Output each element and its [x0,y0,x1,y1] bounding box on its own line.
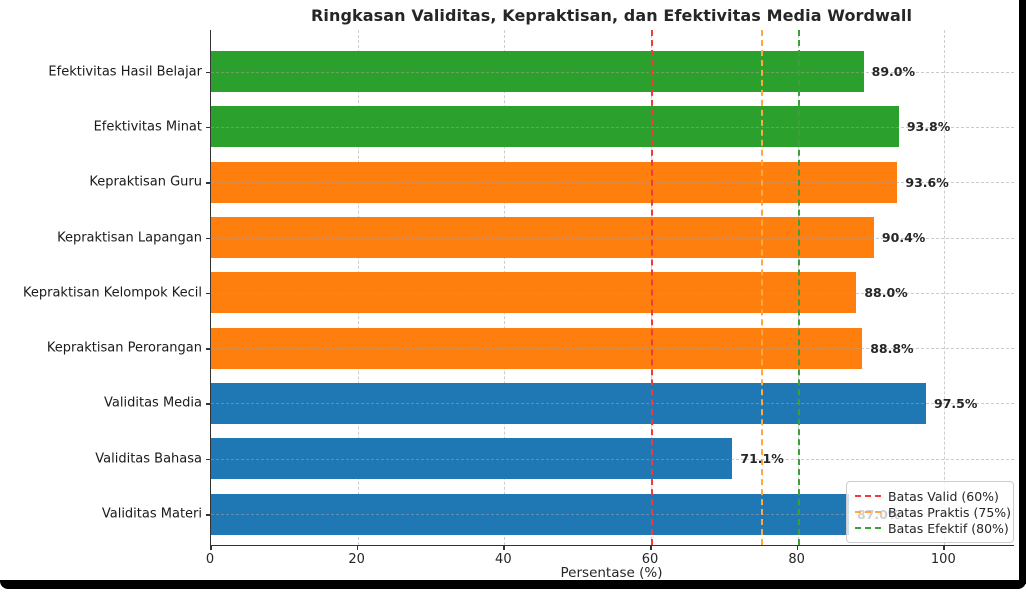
threshold-line [761,30,763,545]
vertical-gridline [944,30,946,545]
y-axis-tick [206,126,210,129]
threshold-line [797,30,800,545]
legend-line-sample [855,511,881,513]
bar-value-label: 89.0% [871,64,916,80]
bar-row: Validitas Materi87.0% [102,486,1014,541]
bar-row: Efektivitas Hasil Belajar 89.0% [48,44,1014,99]
bar-row: Kepraktisan Guru 93.6% [89,155,1014,210]
bar-value-label: 97.5% [934,395,978,411]
chart-title: Ringkasan Validitas, Kepraktisan, dan Ef… [310,6,913,25]
category-label: Efektivitas Minat [93,119,202,135]
category-label: Kepraktisan Guru [89,174,202,190]
y-axis-tick [206,292,210,295]
bar-row: Kepraktisan Lapangan 90.4% [57,210,1014,265]
category-label: Validitas Bahasa [95,451,202,467]
horizontal-gridline [211,126,1014,128]
horizontal-gridline [211,348,1014,350]
y-axis-tick [206,348,210,350]
bar-row: Validitas Media 97.5% [104,376,1014,431]
x-tick-label: 0 [205,552,215,567]
bar-value-label: 71.1% [740,451,784,467]
legend-line-sample [855,527,881,529]
window-frame-bottom [0,580,1026,589]
legend-item: Batas Efektif (80%) [855,520,1009,536]
plot-area: Efektivitas Hasil Belajar 89.0% Efektivita… [23,30,1014,546]
category-label: Validitas Media [104,395,202,411]
threshold-line [651,30,653,545]
bar-row: Efektivitas Minat 93.8% [94,99,1014,154]
x-tick-mark [503,546,505,550]
x-tick-mark [210,546,212,550]
bar-value-label: 90.4% [881,230,926,246]
horizontal-gridline [211,403,1014,405]
window-frame-right [1019,0,1026,584]
x-tick-mark [796,546,799,550]
horizontal-gridline [211,458,1014,460]
bar-row: Kepraktisan Kelompok Kecil 88.0% [23,265,1014,320]
bar-row: Kepraktisan Perorangan 88.8% [47,320,1014,375]
legend-label: Batas Valid (60%) [888,488,999,504]
x-tick-label: 20 [348,552,365,567]
x-tick-label: 40 [495,552,512,567]
x-axis: 0 20 40 60 80 100 [206,546,1013,576]
x-tick-label: 60 [641,552,659,567]
x-tick-mark [650,546,652,550]
x-axis-label: Persentase (%) [560,565,663,581]
bar-rows: Efektivitas Hasil Belajar 89.0% Efektivita… [23,44,1014,542]
x-tick-mark [943,546,945,550]
legend-line-sample [855,495,881,497]
horizontal-gridline [211,237,1014,239]
y-axis-tick [206,237,210,240]
bar-row: Validitas Bahasa 71.1% [95,431,1014,486]
legend-label: Batas Efektif (80%) [888,520,1009,536]
horizontal-gridline [211,514,1014,516]
legend-label: Batas Praktis (75%) [888,504,1012,520]
bar-value-label: 88.8% [870,340,914,356]
bar-value-label: 93.8% [906,119,951,135]
legend-item: Batas Valid (60%) [855,488,1004,504]
legend-item: Batas Praktis (75%) [855,504,1011,520]
category-label: Validitas Materi [101,506,202,522]
category-label: Kepraktisan Perorangan [46,340,202,356]
y-axis-tick [206,514,210,516]
y-axis-tick [206,403,210,405]
x-tick-mark [356,546,359,550]
x-tick-label: 100 [930,552,956,567]
category-label: Efektivitas Hasil Belajar [48,64,202,80]
horizontal-gridline [211,292,1014,294]
bar-value-label: 88.0% [864,285,908,301]
category-label: Kepraktisan Lapangan [57,230,202,246]
horizontal-gridline [211,182,1014,184]
y-axis-tick [206,71,210,74]
y-axis-tick [206,458,210,461]
legend: Batas Valid (60%) Batas Praktis (75%) Bata… [846,481,1014,543]
bar-value-label: 93.6% [905,174,949,190]
y-axis-tick [206,182,210,184]
horizontal-gridline [211,71,1014,73]
category-label: Kepraktisan Kelompok Kecil [22,285,202,301]
x-tick-label: 80 [788,552,805,567]
